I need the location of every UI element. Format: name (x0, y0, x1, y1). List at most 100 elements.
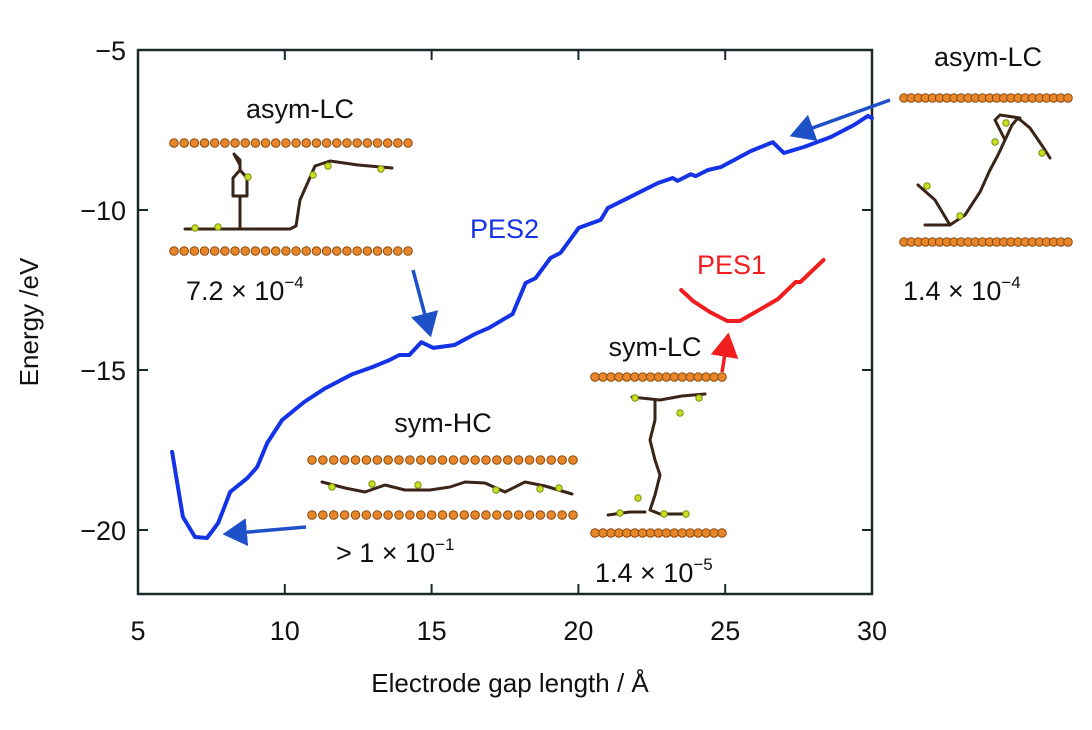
electrode-atom (426, 510, 437, 520)
x-tick-label: 10 (270, 616, 300, 646)
electrode-atom (685, 372, 696, 382)
electrode-atom (339, 455, 350, 465)
sulfur-atom (377, 165, 385, 173)
electrode-atom (621, 528, 632, 538)
sulfur-atom (492, 486, 500, 494)
value-base: 1.4 × 10 (903, 276, 1001, 306)
sulfur-atom (324, 162, 332, 170)
electrode-atom (693, 528, 703, 538)
electrode-atom (260, 138, 271, 148)
electrode-atom (470, 510, 480, 520)
electrode-atom (179, 246, 189, 256)
inset-sym-lc-value: 1.4 × 10−5 (595, 555, 713, 588)
electrode-atom (590, 372, 600, 382)
electrode-atom (693, 372, 703, 382)
electrode-atom (339, 510, 350, 520)
electrode-atom (291, 138, 301, 148)
electrode-atom (709, 372, 719, 382)
electrode-atom (270, 246, 281, 256)
electrode-atom (350, 455, 361, 465)
y-axis-title: Energy /eV (14, 257, 44, 386)
series (170, 113, 874, 540)
electrode-atom (405, 510, 415, 520)
sulfur-atom (634, 494, 642, 502)
electrode-atom (437, 455, 448, 465)
x-tick-label: 30 (857, 616, 887, 646)
electrode-atom (606, 372, 616, 382)
electrode-atom (383, 455, 393, 465)
y-tick-label: −10 (80, 196, 126, 226)
electrode-atom (669, 528, 680, 538)
sulfur-atom (555, 484, 563, 492)
electrode-atom (361, 455, 372, 465)
electrode-atom (448, 455, 459, 465)
inset-sym-lc-title: sym-LC (609, 332, 702, 362)
electrode-atom (437, 510, 448, 520)
inset-sym-hc-value: > 1 × 10−1 (336, 535, 454, 568)
electrode-atom (645, 372, 656, 382)
electrode-atom (701, 528, 711, 538)
y-tick-label: −5 (95, 36, 126, 66)
arrow-sym-lc (710, 332, 739, 373)
x-tick-label: 20 (563, 616, 593, 646)
plot-frame (136, 48, 874, 596)
electrode-atom (448, 510, 459, 520)
electrode-atom (481, 510, 491, 520)
electrode-atom (361, 510, 372, 520)
electrode-atom (250, 138, 261, 148)
sulfur-atom (660, 510, 668, 518)
inset-sym-hc-bottom-electrode (307, 510, 578, 520)
electrode-atom (331, 138, 342, 148)
electrode-atom (383, 510, 393, 520)
molecule-bonds (606, 392, 707, 517)
electrode-atom (492, 510, 502, 520)
electrode-atom (598, 372, 608, 382)
electrode-atom (281, 138, 291, 148)
sulfur-atom (676, 409, 684, 417)
y-tick-label: −15 (80, 356, 126, 386)
electrode-atom (328, 510, 339, 520)
electrode-atom (492, 455, 502, 465)
electrode-atom (637, 528, 648, 538)
electrode-atom (199, 138, 210, 148)
electrode-atom (621, 372, 632, 382)
x-tick-label: 25 (710, 616, 740, 646)
electrode-atom (614, 528, 624, 538)
electrode-atom (557, 455, 567, 465)
electrode-atom (645, 528, 656, 538)
electrode-atom (470, 455, 480, 465)
value-base: > 1 × 10 (336, 538, 435, 568)
electrode-atom (653, 372, 664, 382)
sulfur-atom (682, 510, 690, 518)
electrode-atom (1063, 237, 1073, 247)
electrode-atom (318, 510, 328, 520)
x-tick-label: 5 (130, 616, 145, 646)
inset-asym-lc-left-bottom-electrode (169, 246, 413, 256)
electrode-atom (328, 455, 339, 465)
electrode-atom (352, 138, 362, 148)
sulfur-atom (328, 483, 336, 491)
electrode-atom (629, 528, 640, 538)
pes2-label: PES2 (470, 214, 539, 244)
sulfur-atom (631, 394, 639, 402)
electrode-atom (382, 138, 393, 148)
inset-sym-hc-title: sym-HC (394, 408, 491, 438)
electrode-atom (459, 510, 470, 520)
inset-sym-hc-top-electrode (307, 455, 578, 465)
electrode-atom (260, 246, 271, 256)
electrode-atom (590, 528, 600, 538)
electrode-atom (230, 246, 240, 256)
sulfur-atom (956, 212, 964, 220)
electrode-atom (331, 246, 342, 256)
molecule-sym-lc (606, 392, 707, 518)
sulfur-atom (695, 394, 703, 402)
electrode-atom (250, 246, 261, 256)
arrow-asym-lc-right (789, 98, 891, 142)
electrode-atom (393, 246, 403, 256)
electrode-atom (301, 138, 312, 148)
electrode-atom (209, 246, 220, 256)
electrode-atom (220, 246, 230, 256)
electrode-atom (169, 246, 179, 256)
electrode-atom (352, 246, 362, 256)
molecule-asym-lc-right (916, 113, 1052, 227)
